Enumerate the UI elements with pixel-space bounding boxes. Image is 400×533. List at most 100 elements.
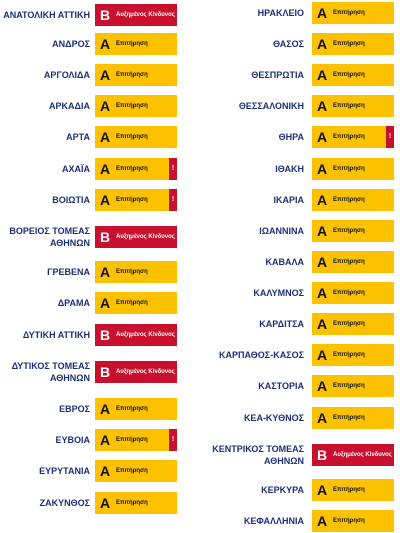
risk-level: Β (99, 229, 111, 245)
risk-status: Επιτήρηση (116, 437, 148, 443)
risk-badge: Α Επιτήρηση (312, 220, 394, 242)
region-name: ΘΕΣΣΑΛΟΝΙΚΗ (238, 101, 304, 111)
risk-level: Β (99, 364, 111, 380)
risk-level: Α (99, 36, 111, 52)
risk-level: Α (316, 254, 328, 270)
region-name: ΕΥΡΥΤΑΝΙΑ (39, 466, 90, 476)
risk-level: Α (99, 98, 111, 114)
risk-badge: Α Επιτήρηση (95, 398, 177, 420)
risk-badge: Α Επιτήρηση! (312, 126, 394, 148)
region-name: ΗΡΑΚΛΕΙΟ (257, 8, 304, 18)
region-name: ΚΕΝΤΡΙΚΟΣ ΤΟΜΕΑΣ ΑΘΗΝΩΝ (212, 444, 304, 466)
risk-badge: Β Αυξημένος Κίνδυνος (95, 4, 177, 26)
risk-badge: Α Επιτήρηση (312, 64, 394, 86)
region-name: ΒΟΙΩΤΙΑ (52, 195, 90, 205)
risk-badge: Α Επιτήρηση (312, 510, 394, 532)
risk-status: Επιτήρηση (116, 41, 148, 47)
risk-level: Β (316, 447, 328, 463)
risk-level: Α (316, 67, 328, 83)
risk-level: Α (99, 192, 111, 208)
risk-level: Α (99, 495, 111, 511)
risk-badge: Α Επιτήρηση! (95, 429, 177, 451)
risk-level: Α (316, 285, 328, 301)
risk-badge: Β Αυξημένος Κίνδυνος (312, 444, 394, 466)
region-name: ΔΥΤΙΚΗ ΑΤΤΙΚΗ (22, 330, 90, 340)
region-name: ΙΚΑΡΙΑ (273, 195, 304, 205)
risk-status: Επιτήρηση (116, 500, 148, 506)
risk-badge: Α Επιτήρηση (95, 292, 177, 314)
risk-status: Επιτήρηση (333, 352, 365, 358)
risk-level: Α (316, 316, 328, 332)
risk-badge: Β Αυξημένος Κίνδυνος (95, 324, 177, 346)
risk-status: Επιτήρηση (333, 383, 365, 389)
risk-level: Α (316, 192, 328, 208)
risk-status: Επιτήρηση (116, 468, 148, 474)
region-name: ΘΗΡΑ (278, 132, 304, 142)
risk-level: Α (316, 513, 328, 529)
risk-status: Επιτήρηση (116, 406, 148, 412)
risk-status: Αυξημένος Κίνδυνος (116, 234, 175, 240)
risk-level: Α (99, 67, 111, 83)
risk-badge: Α Επιτήρηση (312, 407, 394, 429)
risk-badge: Α Επιτήρηση (312, 282, 394, 304)
risk-level: Α (316, 5, 328, 21)
region-name: ΘΑΣΟΣ (272, 39, 304, 49)
risk-level: Α (316, 223, 328, 239)
region-name: ΚΑΛΥΜΝΟΣ (253, 288, 304, 298)
risk-badge: Α Επιτήρηση (312, 189, 394, 211)
region-name: ΓΡΕΒΕΝΑ (47, 267, 90, 277)
risk-status: Επιτήρηση (333, 10, 365, 16)
risk-badge: Α Επιτήρηση (312, 251, 394, 273)
risk-status: Επιτήρηση (333, 134, 365, 140)
risk-badge: Β Αυξημένος Κίνδυνος (95, 361, 177, 383)
alert-flag: ! (386, 126, 394, 148)
risk-status: Επιτήρηση (116, 134, 148, 140)
region-name: ΚΕΦΑΛΛΗΝΙΑ (243, 516, 304, 526)
region-name: ΙΘΑΚΗ (275, 164, 304, 174)
risk-status: Αυξημένος Κίνδυνος (116, 332, 175, 338)
risk-level: Α (99, 161, 111, 177)
region-name: ΖΑΚΥΝΘΟΣ (39, 498, 90, 508)
region-name: ΔΡΑΜΑ (57, 298, 90, 308)
region-name: ΑΡΤΑ (66, 132, 90, 142)
risk-status: Επιτήρηση (333, 290, 365, 296)
risk-status: Επιτήρηση (333, 166, 365, 172)
risk-status: Επιτήρηση (333, 103, 365, 109)
region-name: ΕΥΒΟΙΑ (55, 435, 90, 445)
risk-level: Α (316, 347, 328, 363)
alert-flag: ! (169, 158, 177, 180)
risk-status: Αυξημένος Κίνδυνος (116, 369, 175, 375)
region-name: ΘΕΣΠΡΩΤΙΑ (251, 70, 304, 80)
risk-badge: Α Επιτήρηση (95, 33, 177, 55)
alert-flag: ! (169, 429, 177, 451)
risk-level: Α (99, 432, 111, 448)
risk-level: Α (316, 410, 328, 426)
risk-status: Επιτήρηση (333, 321, 365, 327)
risk-level: Α (99, 129, 111, 145)
region-name: ΚΑΣΤΟΡΙΑ (258, 381, 304, 391)
risk-status: Επιτήρηση (333, 228, 365, 234)
risk-badge: Α Επιτήρηση (312, 2, 394, 24)
risk-level: Α (316, 98, 328, 114)
risk-status: Επιτήρηση (333, 259, 365, 265)
risk-level: Α (99, 264, 111, 280)
risk-badge: Α Επιτήρηση (95, 460, 177, 482)
alert-flag: ! (169, 189, 177, 211)
region-name: ΚΕΡΚΥΡΑ (261, 485, 304, 495)
risk-badge: Α Επιτήρηση (95, 95, 177, 117)
risk-level: Α (316, 378, 328, 394)
risk-status: Επιτήρηση (333, 197, 365, 203)
risk-badge: Α Επιτήρηση (95, 261, 177, 283)
risk-level: Β (99, 327, 111, 343)
risk-status: Αυξημένος Κίνδυνος (116, 12, 175, 18)
risk-status: Επιτήρηση (116, 103, 148, 109)
risk-status: Επιτήρηση (333, 41, 365, 47)
risk-status: Επιτήρηση (333, 487, 365, 493)
region-name: ΑΝΑΤΟΛΙΚΗ ΑΤΤΙΚΗ (3, 10, 90, 20)
risk-badge: Α Επιτήρηση (312, 95, 394, 117)
risk-badge: Α Επιτήρηση (312, 479, 394, 501)
risk-level: Α (316, 482, 328, 498)
region-name: ΚΑΒΑΛΑ (265, 257, 304, 267)
risk-badge: Α Επιτήρηση (95, 492, 177, 514)
